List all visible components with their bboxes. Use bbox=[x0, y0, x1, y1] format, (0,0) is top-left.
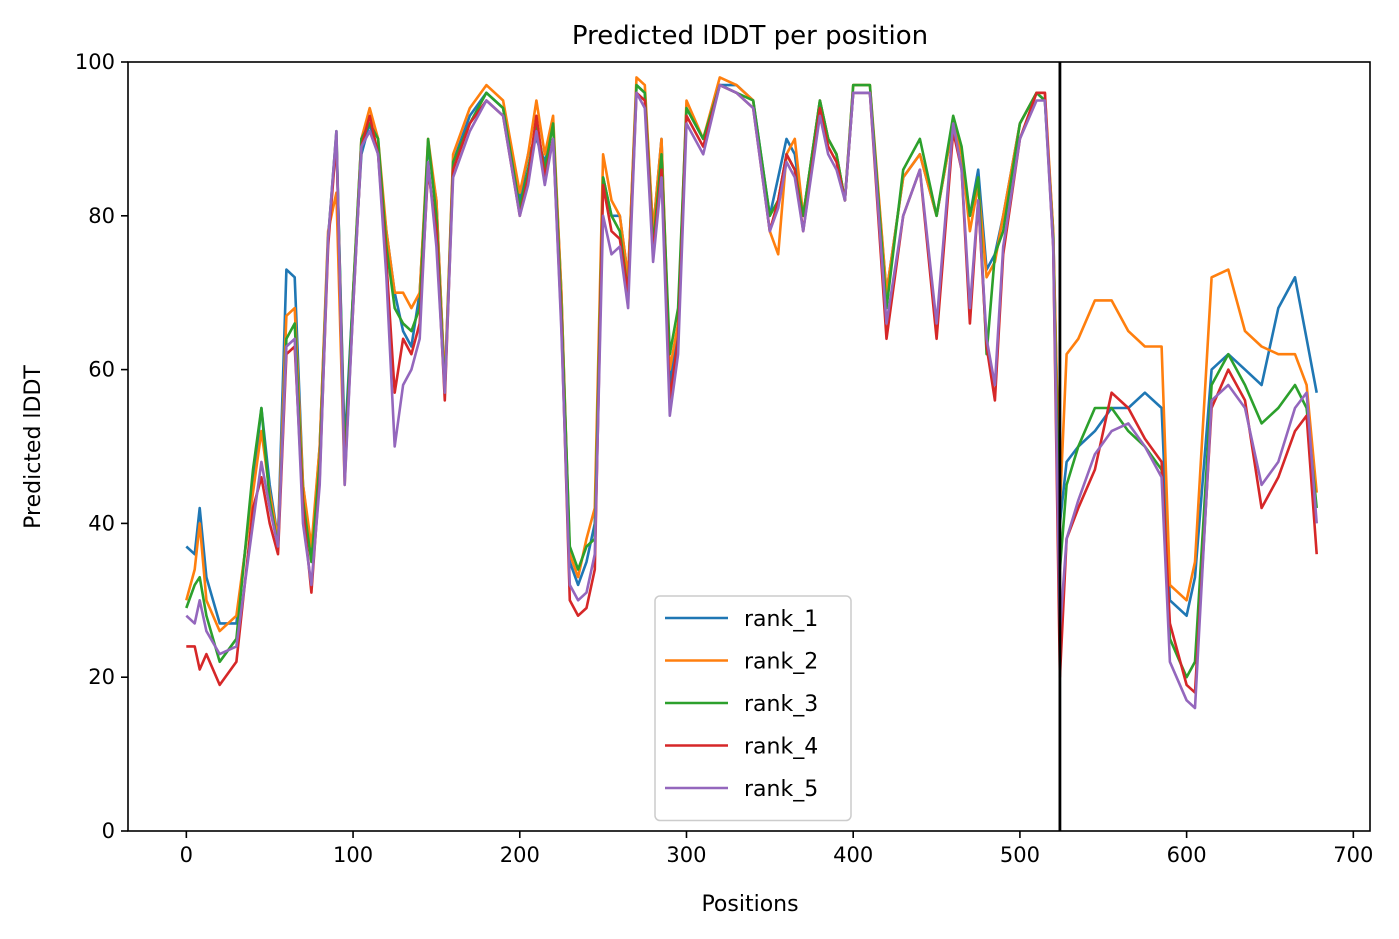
legend-box bbox=[654, 595, 852, 822]
x-tick-label: 100 bbox=[333, 843, 373, 867]
legend-label-rank_1: rank_1 bbox=[744, 607, 818, 632]
x-tick-label: 600 bbox=[1167, 843, 1207, 867]
y-tick-label: 40 bbox=[88, 511, 115, 535]
x-tick-label: 200 bbox=[500, 843, 540, 867]
plot-area bbox=[185, 62, 1318, 831]
plot-frame bbox=[127, 61, 1371, 832]
legend-label-rank_3: rank_3 bbox=[744, 692, 818, 717]
x-tick-label: 700 bbox=[1333, 843, 1373, 867]
x-tick-label: 500 bbox=[1000, 843, 1040, 867]
legend-label-rank_4: rank_4 bbox=[744, 735, 818, 760]
x-tick-label: 400 bbox=[833, 843, 873, 867]
legend-label-rank_2: rank_2 bbox=[744, 650, 818, 675]
y-axis: 0 20 40 60 80 100 bbox=[75, 50, 128, 843]
series-line-rank_5 bbox=[185, 83, 1318, 710]
y-tick-label: 20 bbox=[88, 665, 115, 689]
chart-title: Predicted lDDT per position bbox=[572, 21, 928, 51]
legend: rank_1 rank_2 rank_3 rank_4 rank_5 bbox=[654, 595, 852, 822]
legend-label-rank_5: rank_5 bbox=[744, 777, 818, 802]
x-tick-label: 0 bbox=[180, 843, 193, 867]
x-axis: 0 100 200 300 400 500 600 700 bbox=[180, 831, 1373, 867]
x-tick-label: 300 bbox=[666, 843, 706, 867]
y-tick-label: 0 bbox=[102, 819, 115, 843]
y-axis-label: Predicted lDDT bbox=[21, 365, 46, 529]
y-tick-label: 80 bbox=[88, 204, 115, 228]
y-tick-label: 100 bbox=[75, 50, 115, 74]
x-axis-label: Positions bbox=[701, 892, 798, 917]
y-tick-label: 60 bbox=[88, 358, 115, 382]
